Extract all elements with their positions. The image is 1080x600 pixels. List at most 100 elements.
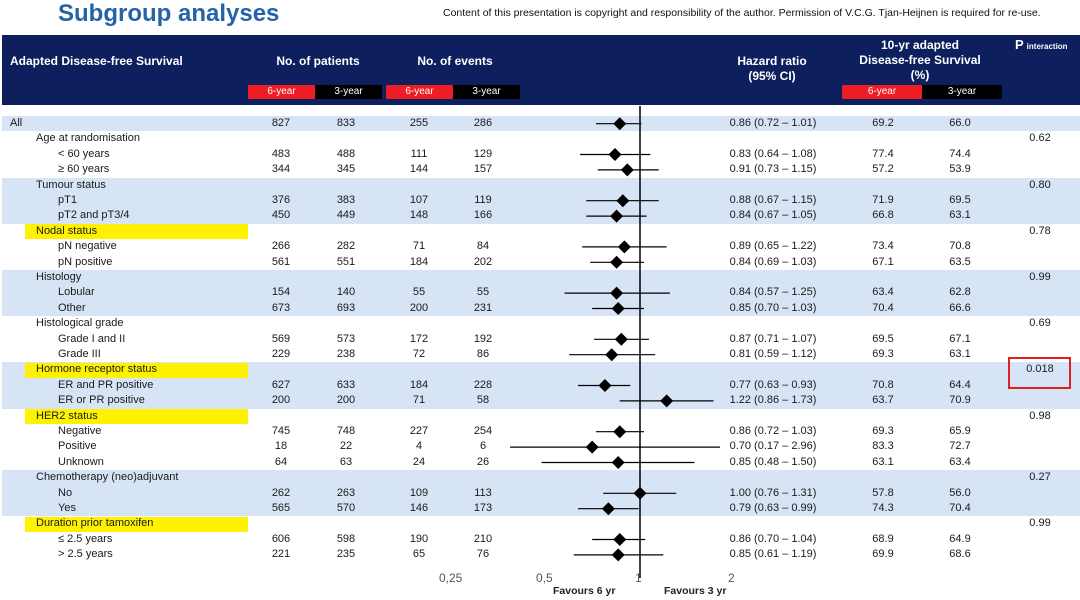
header-patients: No. of patients: [276, 54, 360, 68]
patients-3yr: 238: [336, 348, 356, 360]
patients-3yr: 488: [336, 147, 356, 160]
dfs-3yr: 63.1: [949, 209, 971, 222]
patients-3yr: 748: [336, 425, 356, 437]
hr-point-15: [605, 348, 619, 362]
dfs-3yr: 67.1: [949, 332, 971, 345]
patients-3yr: 383: [336, 194, 356, 206]
dfs-6yr: 67.1: [872, 255, 894, 268]
row-label: ER and PR positive: [58, 378, 154, 391]
hr-point-27: [613, 533, 627, 546]
patients-3yr: 570: [336, 502, 356, 514]
tag-dfs-3yr: 3-year: [922, 85, 1002, 99]
patients-3yr: 200: [336, 394, 356, 407]
p-interaction: 0.018: [1026, 362, 1054, 375]
patients-6yr: 673: [271, 301, 291, 314]
header-p-main: P: [1015, 37, 1024, 52]
row-label: pT2 and pT3/4: [58, 209, 130, 222]
hr-point-22: [611, 456, 625, 469]
row-band: [2, 116, 1080, 132]
label-highlight: [25, 362, 248, 378]
header-dfs-line1: 10-yr adapted: [880, 38, 960, 52]
hazard-ratio-ci: 0.91 (0.73 – 1.15): [729, 163, 817, 176]
row-band: [2, 270, 1080, 317]
patients-3yr: 22: [339, 440, 353, 453]
hr-point-9: [610, 255, 624, 269]
patients-3yr: 693: [336, 301, 356, 314]
x-tick-2: 1: [635, 571, 642, 585]
dfs-6yr: 66.8: [872, 209, 894, 222]
events-3yr: 6: [479, 440, 487, 453]
events-3yr: 129: [473, 147, 493, 160]
dfs-6yr: 71.9: [872, 194, 894, 206]
row-label: ≤ 2.5 years: [58, 532, 113, 545]
dfs-3yr: 70.9: [949, 394, 971, 407]
dfs-6yr: 69.2: [872, 117, 894, 129]
hazard-ratio-ci: 0.85 (0.61 – 1.19): [729, 548, 817, 561]
events-6yr: 72: [412, 348, 426, 360]
patients-6yr: 827: [271, 117, 291, 129]
row-label: Other: [58, 301, 86, 314]
p-interaction: 0.69: [1029, 317, 1051, 330]
events-3yr: 228: [473, 378, 493, 391]
row-label: Duration prior tamoxifen: [36, 517, 154, 530]
row-label: Chemotherapy (neo)adjuvant: [36, 471, 179, 484]
row-label: Nodal status: [36, 224, 98, 237]
favours-left-label: Favours 6 yr: [553, 585, 616, 597]
label-highlight: [25, 408, 248, 424]
dfs-6yr: 70.4: [872, 301, 894, 314]
dfs-3yr: 66.0: [949, 117, 971, 129]
dfs-6yr: 69.9: [872, 548, 894, 561]
patients-6yr: 606: [271, 532, 291, 545]
row-label: pN positive: [58, 255, 113, 268]
patients-6yr: 376: [271, 194, 291, 206]
events-6yr: 71: [412, 394, 426, 407]
hr-point-14: [614, 332, 628, 346]
hazard-ratio-ci: 1.00 (0.76 – 1.31): [729, 486, 817, 499]
hazard-ratio-ci: 0.89 (0.65 – 1.22): [729, 240, 817, 253]
events-6yr: 55: [412, 286, 426, 299]
dfs-3yr: 65.9: [949, 425, 971, 437]
dfs-3yr: 64.9: [949, 532, 971, 545]
hazard-ratio-ci: 0.84 (0.57 – 1.25): [729, 286, 817, 299]
events-6yr: 107: [409, 194, 429, 206]
dfs-6yr: 69.3: [872, 348, 894, 360]
dfs-3yr: 72.7: [949, 440, 971, 453]
events-3yr: 119: [474, 194, 492, 206]
dfs-3yr: 66.6: [949, 301, 971, 314]
events-6yr: 172: [409, 332, 429, 345]
row-label: All: [10, 117, 23, 129]
hazard-ratio-ci: 0.86 (0.70 – 1.04): [729, 532, 817, 545]
x-tick-1: 0,5: [536, 571, 553, 585]
label-highlight: [25, 224, 248, 239]
hazard-ratio-ci: 0.85 (0.48 – 1.50): [729, 455, 817, 468]
row-label: pN negative: [58, 240, 117, 253]
header-dfs-line3: (%): [910, 68, 930, 82]
patients-3yr: 633: [336, 378, 356, 391]
events-6yr: 255: [409, 117, 429, 129]
events-3yr: 76: [476, 548, 490, 561]
events-3yr: 86: [476, 348, 490, 360]
row-label: Yes: [58, 502, 76, 514]
dfs-3yr: 63.4: [949, 455, 971, 468]
events-6yr: 109: [409, 486, 429, 499]
hazard-ratio-ci: 0.84 (0.69 – 1.03): [729, 255, 817, 268]
header-hr-line2: (95% CI): [748, 69, 796, 83]
dfs-3yr: 53.9: [949, 163, 971, 176]
dfs-3yr: 56.0: [949, 486, 971, 499]
header-hr-line1: Hazard ratio: [737, 54, 807, 68]
events-3yr: 26: [476, 455, 490, 468]
row-label: Grade III: [58, 348, 101, 360]
hazard-ratio-ci: 0.86 (0.72 – 1.01): [729, 117, 817, 129]
events-3yr: 286: [473, 117, 493, 129]
patients-6yr: 561: [271, 255, 291, 268]
patients-3yr: 140: [336, 286, 356, 299]
dfs-3yr: 64.4: [949, 378, 971, 391]
patients-3yr: 345: [336, 163, 356, 176]
p-interaction: 0.99: [1029, 271, 1051, 283]
patients-6yr: 64: [274, 455, 288, 468]
dfs-6yr: 77.4: [872, 147, 894, 160]
dfs-6yr: 63.1: [872, 455, 894, 468]
row-label: > 2.5 years: [58, 548, 113, 561]
dfs-6yr: 63.4: [872, 286, 894, 299]
events-3yr: 192: [473, 332, 493, 345]
